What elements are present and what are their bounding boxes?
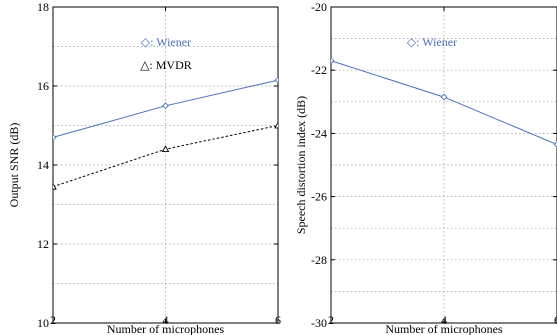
snr-chart-panel: 10 12 14 16 18 2 4 6 Number of microphones Output… [7,0,281,335]
y-axis-label: Speech distortion index (dB) [294,96,308,234]
data-point-mvdr [161,145,170,153]
data-point-mvdr [274,121,278,129]
data-point-wiener [553,141,557,148]
data-point-wiener [331,57,335,65]
x-tick-label: 4 [441,313,447,327]
legend-entry-wiener: ◇: Wiener [141,35,191,49]
x-tick-label: 4 [163,313,169,327]
data-point-mvdr [53,182,57,190]
y-tick-label: 16 [37,79,49,93]
x-axis-label: Number of microphones [107,322,225,335]
x-tick-label: 2 [50,313,56,327]
x-tick-label: 2 [328,313,334,327]
y-tick-label: 14 [37,158,49,172]
y-tick-label: 18 [37,0,49,14]
y-tick-label: -20 [311,0,327,14]
data-point-wiener [53,133,57,141]
x-axis-label: Number of microphones [385,322,503,335]
y-axis-label: Output SNR (dB) [7,123,21,208]
x-tick-label: 6 [275,313,281,327]
legend-entry-wiener: ◇: Wiener [407,35,457,49]
legend-entry-mvdr: △: MVDR [140,58,192,72]
data-point-wiener [274,76,278,84]
distortion-chart-panel: -30 -28 -26 -24 -22 -20 2 4 6 Number of microphon… [294,0,557,335]
y-tick-label: -26 [311,190,327,204]
y-tick-label: 10 [37,316,49,330]
data-point-wiener [440,93,448,101]
y-tick-label: -28 [311,253,327,267]
y-tick-label: -30 [311,316,327,330]
y-tick-label: -22 [311,63,327,77]
x-tick-label: 6 [554,313,557,327]
y-tick-label: 12 [37,237,49,251]
y-tick-label: -24 [311,126,327,140]
data-point-wiener [162,102,169,110]
series-group [53,76,278,190]
series-group [331,57,557,148]
